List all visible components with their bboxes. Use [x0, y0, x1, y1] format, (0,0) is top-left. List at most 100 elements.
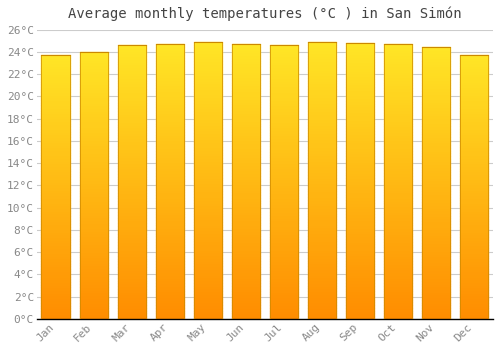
- Bar: [384, 47, 412, 49]
- Bar: [42, 90, 70, 92]
- Bar: [80, 124, 108, 127]
- Bar: [270, 163, 298, 166]
- Bar: [422, 118, 450, 121]
- Bar: [346, 231, 374, 233]
- Bar: [118, 179, 146, 182]
- Bar: [118, 81, 146, 83]
- Bar: [232, 294, 260, 297]
- Bar: [118, 223, 146, 226]
- Bar: [118, 171, 146, 174]
- Bar: [194, 230, 222, 233]
- Bar: [422, 251, 450, 254]
- Bar: [118, 97, 146, 100]
- Bar: [156, 61, 184, 63]
- Bar: [194, 147, 222, 150]
- Bar: [270, 209, 298, 212]
- Bar: [384, 245, 412, 247]
- Bar: [156, 58, 184, 61]
- Bar: [346, 95, 374, 98]
- Bar: [346, 209, 374, 211]
- Bar: [156, 83, 184, 85]
- Bar: [232, 148, 260, 151]
- Bar: [118, 174, 146, 176]
- Bar: [270, 212, 298, 215]
- Bar: [118, 160, 146, 163]
- Bar: [232, 168, 260, 170]
- Bar: [422, 221, 450, 224]
- Bar: [422, 148, 450, 150]
- Bar: [194, 89, 222, 92]
- Bar: [308, 230, 336, 233]
- Bar: [384, 231, 412, 234]
- Bar: [460, 174, 488, 176]
- Bar: [422, 91, 450, 93]
- Bar: [422, 267, 450, 270]
- Bar: [460, 256, 488, 258]
- Bar: [118, 209, 146, 212]
- Bar: [308, 294, 336, 297]
- Bar: [156, 126, 184, 129]
- Bar: [384, 316, 412, 319]
- Bar: [194, 189, 222, 191]
- Bar: [308, 222, 336, 225]
- Bar: [384, 289, 412, 292]
- Bar: [346, 308, 374, 310]
- Bar: [308, 75, 336, 78]
- Bar: [308, 70, 336, 72]
- Bar: [42, 176, 70, 179]
- Bar: [118, 168, 146, 171]
- Bar: [156, 201, 184, 203]
- Bar: [156, 154, 184, 157]
- Bar: [270, 182, 298, 185]
- Bar: [156, 85, 184, 88]
- Bar: [194, 94, 222, 97]
- Bar: [460, 253, 488, 255]
- Bar: [232, 170, 260, 173]
- Bar: [118, 94, 146, 97]
- Bar: [232, 292, 260, 294]
- Bar: [346, 153, 374, 156]
- Bar: [42, 208, 70, 211]
- Bar: [308, 183, 336, 186]
- Bar: [80, 279, 108, 281]
- Bar: [346, 54, 374, 57]
- Bar: [156, 256, 184, 258]
- Bar: [460, 61, 488, 63]
- Bar: [42, 111, 70, 113]
- Bar: [460, 293, 488, 295]
- Bar: [194, 266, 222, 269]
- Bar: [308, 239, 336, 241]
- Bar: [460, 103, 488, 105]
- Bar: [118, 45, 146, 48]
- Bar: [42, 187, 70, 190]
- Bar: [80, 247, 108, 250]
- Bar: [80, 164, 108, 167]
- Bar: [308, 219, 336, 222]
- Bar: [422, 129, 450, 132]
- Bar: [308, 94, 336, 97]
- Bar: [346, 51, 374, 54]
- Bar: [384, 193, 412, 195]
- Bar: [346, 128, 374, 131]
- Bar: [460, 95, 488, 97]
- Bar: [156, 245, 184, 247]
- Bar: [346, 302, 374, 305]
- Bar: [118, 212, 146, 215]
- Bar: [80, 89, 108, 92]
- Bar: [422, 235, 450, 237]
- Bar: [42, 271, 70, 274]
- Bar: [232, 146, 260, 148]
- Bar: [422, 303, 450, 305]
- Bar: [232, 132, 260, 135]
- Bar: [80, 233, 108, 236]
- Bar: [42, 237, 70, 240]
- Bar: [384, 283, 412, 286]
- Bar: [80, 132, 108, 135]
- Bar: [460, 126, 488, 129]
- Bar: [42, 300, 70, 303]
- Bar: [194, 53, 222, 56]
- Bar: [270, 272, 298, 275]
- Bar: [346, 181, 374, 184]
- Bar: [422, 175, 450, 178]
- Bar: [384, 179, 412, 181]
